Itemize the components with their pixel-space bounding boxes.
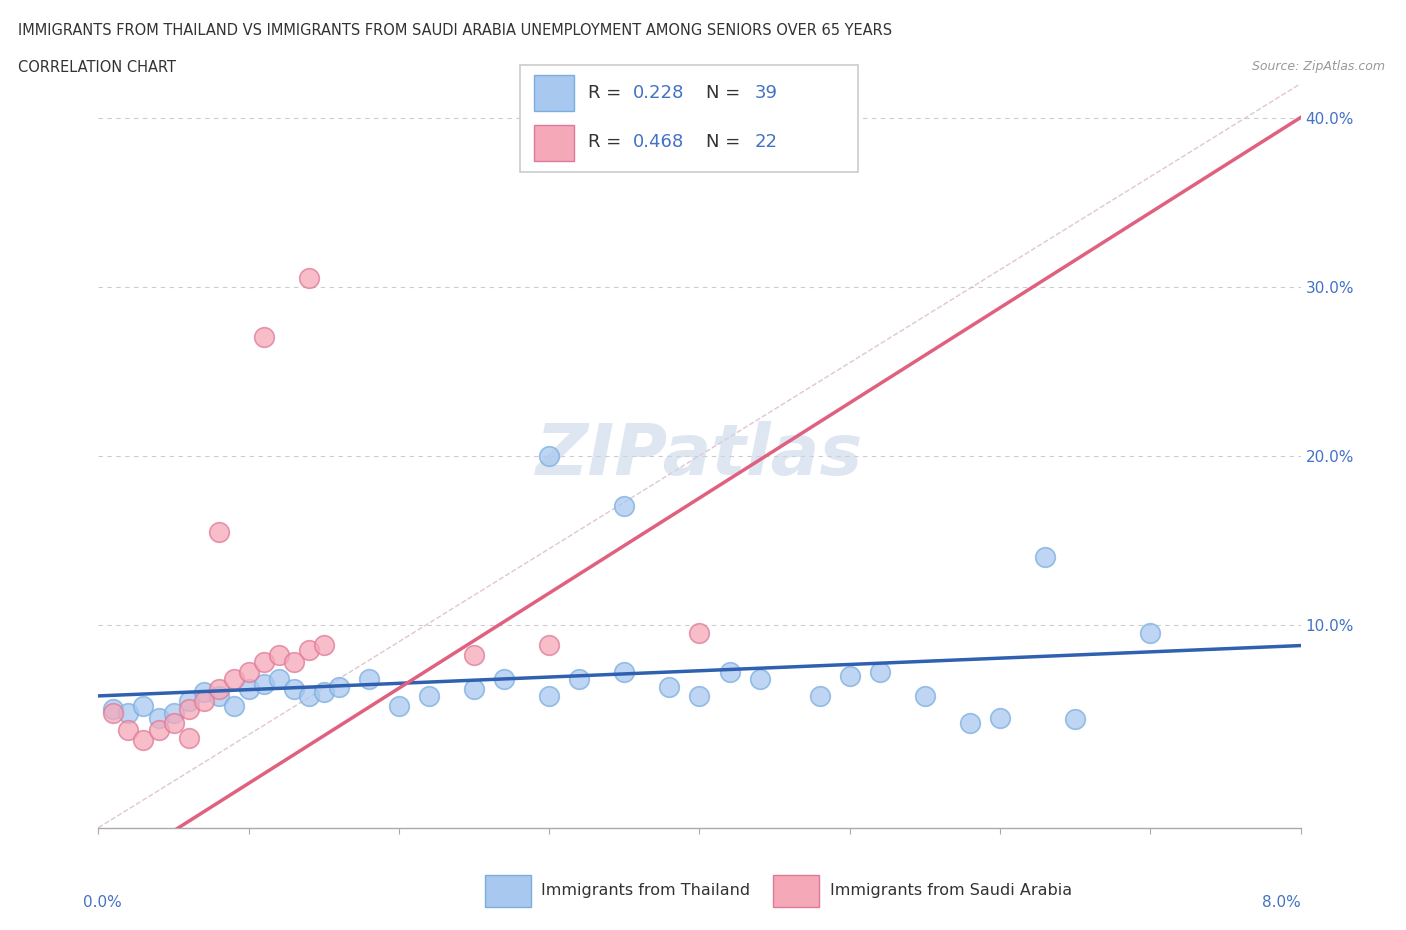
Point	[208, 525, 231, 539]
Point	[312, 685, 335, 700]
Point	[253, 676, 276, 691]
Point	[177, 702, 200, 717]
Point	[267, 671, 290, 686]
Text: 0.468: 0.468	[633, 133, 685, 151]
Point	[222, 671, 245, 686]
Point	[177, 731, 200, 746]
Bar	[534, 125, 574, 162]
Point	[328, 680, 350, 695]
Point	[658, 680, 681, 695]
Point	[238, 665, 260, 680]
Point	[193, 694, 215, 709]
Point	[538, 688, 561, 703]
Point	[988, 711, 1011, 725]
Point	[959, 715, 981, 730]
Text: Immigrants from Saudi Arabia: Immigrants from Saudi Arabia	[830, 883, 1071, 898]
Point	[283, 655, 305, 670]
FancyBboxPatch shape	[520, 65, 858, 172]
Point	[298, 271, 321, 286]
Point	[177, 694, 200, 709]
Text: 8.0%: 8.0%	[1261, 896, 1301, 910]
Point	[869, 665, 891, 680]
Point	[162, 715, 184, 730]
Point	[538, 448, 561, 463]
Point	[418, 688, 440, 703]
Text: 39: 39	[755, 84, 778, 102]
Point	[117, 705, 139, 720]
Point	[689, 688, 711, 703]
Point	[103, 702, 125, 717]
Point	[193, 685, 215, 700]
Bar	[534, 74, 574, 111]
Point	[148, 711, 170, 725]
Text: 22: 22	[755, 133, 778, 151]
Point	[208, 688, 231, 703]
Point	[298, 643, 321, 658]
Point	[238, 682, 260, 697]
Point	[267, 648, 290, 663]
Point	[463, 682, 485, 697]
Point	[388, 698, 411, 713]
Point	[613, 665, 636, 680]
Point	[222, 698, 245, 713]
Point	[253, 330, 276, 345]
Text: IMMIGRANTS FROM THAILAND VS IMMIGRANTS FROM SAUDI ARABIA UNEMPLOYMENT AMONG SENI: IMMIGRANTS FROM THAILAND VS IMMIGRANTS F…	[18, 23, 893, 38]
Point	[132, 698, 155, 713]
Bar	[485, 875, 531, 907]
Bar	[773, 875, 818, 907]
Point	[1139, 626, 1161, 641]
Point	[253, 655, 276, 670]
Point	[357, 671, 380, 686]
Point	[568, 671, 591, 686]
Point	[838, 668, 860, 683]
Point	[298, 688, 321, 703]
Text: Immigrants from Thailand: Immigrants from Thailand	[541, 883, 751, 898]
Point	[312, 638, 335, 653]
Point	[494, 671, 516, 686]
Text: 0.228: 0.228	[633, 84, 685, 102]
Point	[103, 705, 125, 720]
Text: N =: N =	[706, 84, 745, 102]
Point	[162, 705, 184, 720]
Point	[1033, 550, 1056, 565]
Text: ZIPatlas: ZIPatlas	[536, 421, 863, 490]
Point	[463, 648, 485, 663]
Text: R =: R =	[588, 84, 627, 102]
Point	[718, 665, 741, 680]
Point	[538, 638, 561, 653]
Point	[148, 723, 170, 737]
Point	[748, 671, 770, 686]
Point	[117, 723, 139, 737]
Point	[689, 626, 711, 641]
Point	[808, 688, 831, 703]
Text: 0.0%: 0.0%	[83, 896, 122, 910]
Point	[283, 682, 305, 697]
Text: CORRELATION CHART: CORRELATION CHART	[18, 60, 176, 75]
Point	[1064, 712, 1087, 727]
Point	[132, 732, 155, 747]
Text: N =: N =	[706, 133, 745, 151]
Point	[914, 688, 936, 703]
Point	[613, 499, 636, 514]
Text: R =: R =	[588, 133, 627, 151]
Point	[208, 682, 231, 697]
Text: Source: ZipAtlas.com: Source: ZipAtlas.com	[1251, 60, 1385, 73]
